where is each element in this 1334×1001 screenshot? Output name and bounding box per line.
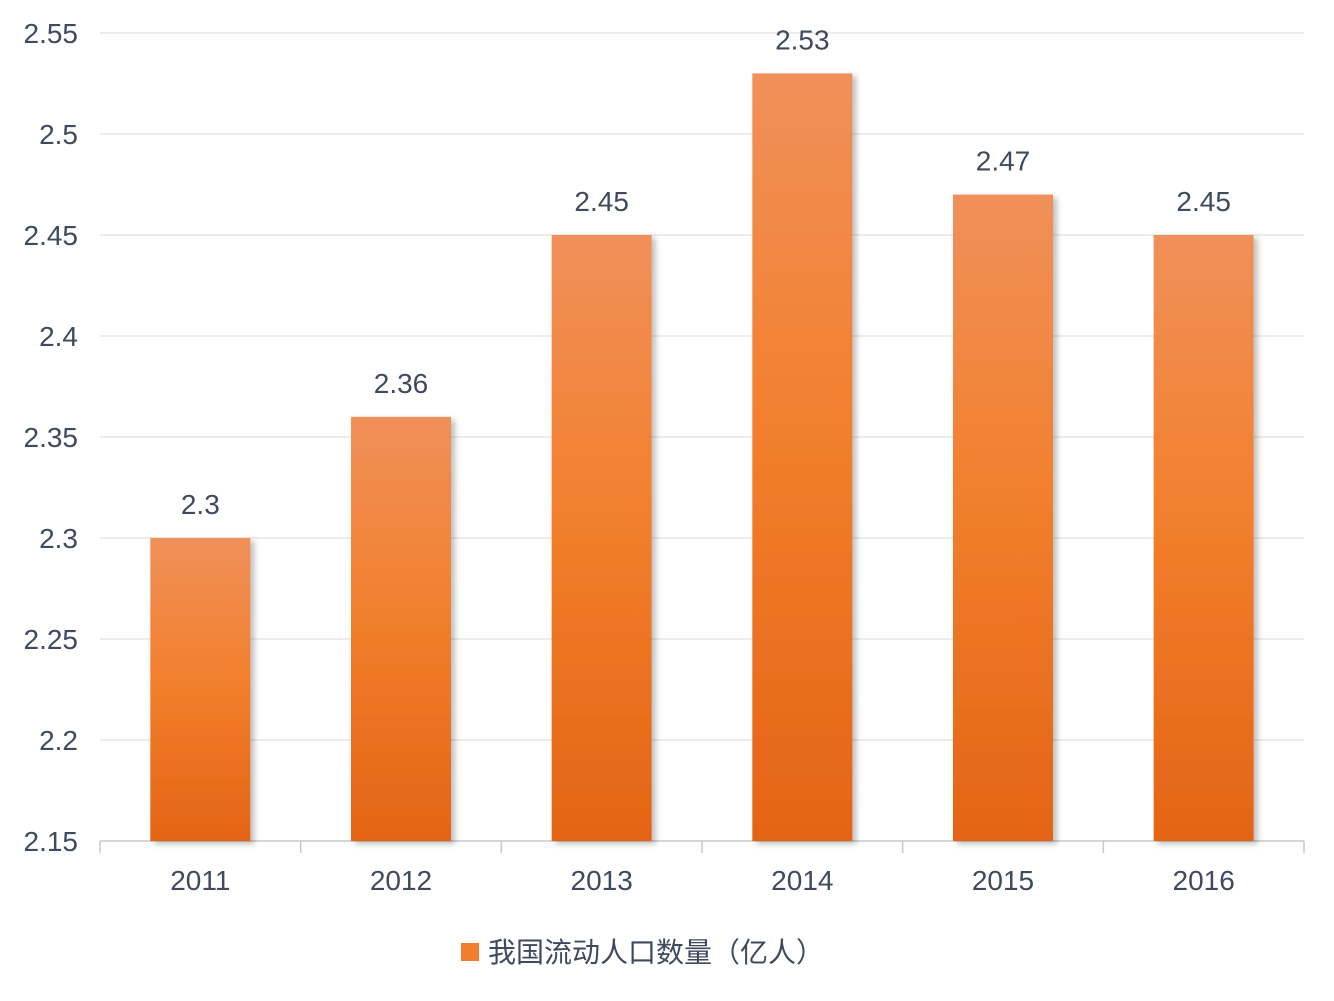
- data-label-2013: 2.45: [574, 186, 629, 217]
- bar-2011: [150, 538, 251, 841]
- data-label-2012: 2.36: [374, 368, 429, 399]
- bar-2012: [351, 416, 451, 841]
- y-tick-label: 2.3: [39, 523, 78, 554]
- y-axis: 2.15 2.2 2.25 2.3 2.35 2.4 2.45 2.5 2.55: [24, 18, 79, 857]
- y-tick-label: 2.2: [39, 725, 78, 756]
- x-axis: 2011 2012 2013 2014 2015 2016: [99, 841, 1305, 896]
- x-tick-label: 2011: [170, 865, 230, 896]
- bar-2015: [953, 194, 1053, 842]
- x-tick-label: 2015: [972, 865, 1034, 896]
- y-tick-label: 2.15: [24, 826, 79, 857]
- x-tick-label: 2014: [771, 865, 833, 896]
- legend-swatch: [461, 943, 479, 961]
- y-tick-label: 2.5: [39, 119, 78, 150]
- data-label-2016: 2.45: [1176, 186, 1231, 217]
- bar-2013: [551, 235, 652, 841]
- legend: 我国流动人口数量（亿人）: [461, 936, 824, 969]
- y-tick-label: 2.45: [24, 220, 79, 251]
- legend-label: 我国流动人口数量（亿人）: [488, 936, 824, 969]
- x-tick-label: 2016: [1173, 865, 1235, 896]
- bars: [150, 73, 1254, 842]
- data-label-2015: 2.47: [976, 146, 1031, 177]
- data-labels: 2.3 2.36 2.45 2.53 2.47 2.45: [181, 24, 1231, 520]
- bar-2016: [1153, 235, 1254, 841]
- data-label-2011: 2.3: [181, 489, 220, 520]
- data-label-2014: 2.53: [775, 24, 830, 55]
- y-tick-label: 2.55: [24, 18, 79, 49]
- bar-2014: [752, 73, 853, 841]
- y-tick-label: 2.4: [39, 321, 78, 352]
- gridlines: [100, 32, 1304, 842]
- y-tick-label: 2.25: [24, 624, 79, 655]
- y-tick-label: 2.35: [24, 422, 79, 453]
- x-tick-label: 2012: [370, 865, 432, 896]
- x-tick-label: 2013: [571, 865, 633, 896]
